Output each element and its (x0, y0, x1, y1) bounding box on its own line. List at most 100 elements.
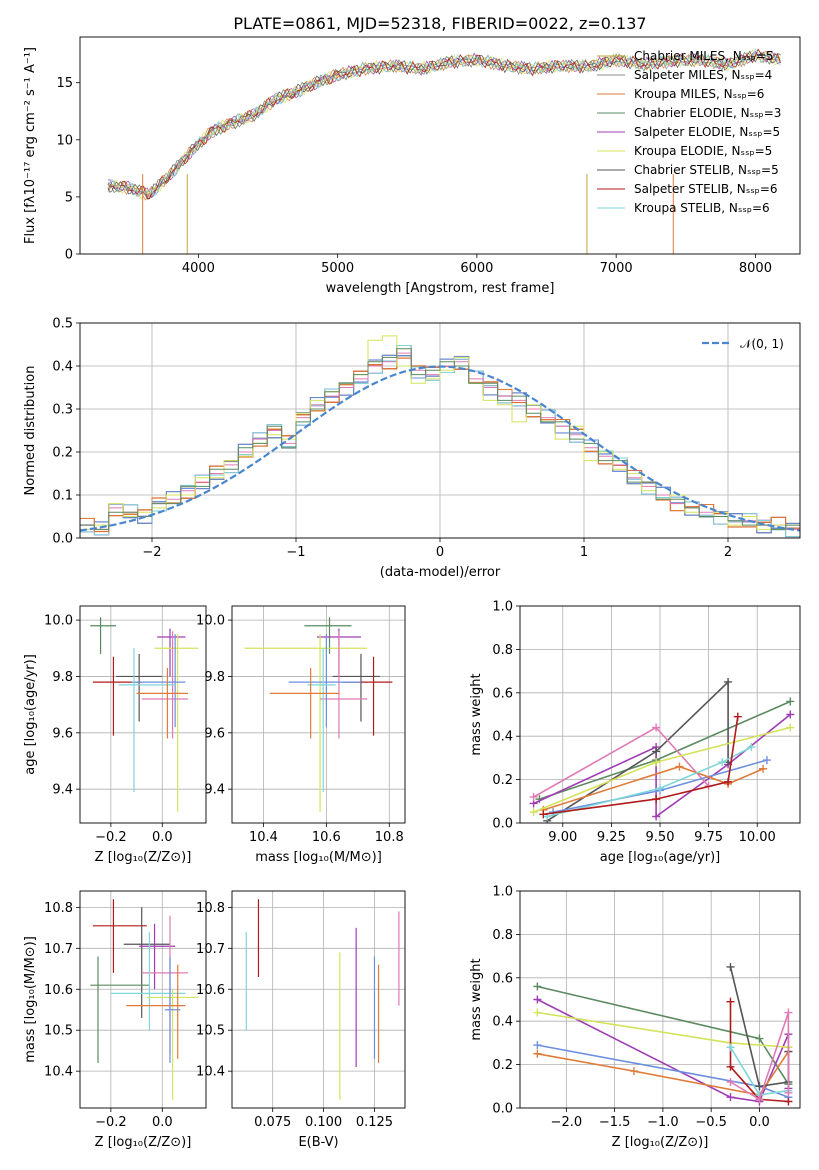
x-tick-label: 10.8 (375, 830, 404, 845)
weight-series-line (543, 765, 764, 811)
y-tick-label: 0.2 (492, 773, 513, 788)
x-tick-label: 4000 (182, 261, 215, 276)
x-axis-label: Z [log₁₀(Z/Z⊙)] (95, 850, 192, 865)
weight-point-marker (533, 995, 542, 1004)
weight-point-marker (629, 1067, 638, 1076)
weight-point-marker (755, 1095, 764, 1104)
spectrum-series-line (107, 50, 781, 200)
y-tick-label: 9.8 (204, 670, 225, 685)
y-tick-label: 0 (65, 248, 73, 263)
y-tick-label: 10.6 (196, 983, 225, 998)
spectrum-frame (79, 36, 801, 255)
y-tick-label: 0.2 (52, 446, 73, 461)
weight-point-marker (784, 1097, 793, 1106)
y-axis-label: mass [log₁₀(M/M⊙)] (23, 936, 38, 1063)
x-tick-label: 0.125 (356, 1115, 393, 1130)
weight-point-marker (786, 710, 795, 719)
x-tick-label: −1.0 (647, 1115, 679, 1130)
residuals-panel: −2 −1 0 1 2 0.0 0.1 0.2 0.3 0.4 0.5 (data-model)/er… (23, 317, 801, 580)
weight-point-marker (652, 812, 661, 821)
y-tick-label: 0.2 (492, 1058, 513, 1073)
weight-point-marker (652, 795, 661, 804)
x-tick-label: 0.0 (152, 1115, 173, 1130)
y-tick-label: 0.6 (492, 686, 513, 701)
mass_vs_Z-panel: −0.2 0.0 10.4 10.5 10.6 10.7 10.8 Z [log₁₀(Z/Z⊙… (23, 890, 207, 1150)
weight-point-marker (733, 712, 742, 721)
x-tick-label: 0.0 (749, 1115, 770, 1130)
x-tick-label: 10.4 (249, 830, 278, 845)
y-tick-label: 10.7 (44, 942, 73, 957)
y-tick-label: 0.1 (52, 489, 73, 504)
age_vs_Z-marks (90, 617, 199, 812)
weight-point-marker (652, 758, 661, 767)
legend-entry: Salpeter STELIB, Nₛₛₚ=6 (634, 182, 778, 196)
weight-series-line (543, 716, 739, 816)
y-tick-label: 0.4 (52, 360, 73, 375)
age_vs_mass-panel: 10.4 10.6 10.8 9.4 9.6 9.8 10.0 mass [log₁₀(M/M… (196, 605, 406, 865)
weight-point-marker (762, 756, 771, 765)
weight-series-line (537, 1051, 790, 1096)
weight-point-marker (539, 810, 548, 819)
y-tick-label: 10.7 (196, 942, 225, 957)
x-tick-label: −0.2 (95, 830, 127, 845)
histogram-series (80, 348, 800, 538)
mass_vs_Z-marks (90, 899, 199, 1100)
x-axis-label: wavelength [Angstrom, rest frame] (326, 281, 555, 296)
x-tick-label: 0 (436, 545, 444, 560)
x-axis-label: mass [log₁₀(M/M⊙)] (255, 850, 382, 865)
x-tick-label: 9.25 (597, 830, 626, 845)
y-axis-label: mass weight (469, 673, 484, 755)
y-tick-label: 10.4 (44, 1065, 73, 1080)
y-tick-label: 1.0 (492, 885, 513, 900)
x-tick-label: 9.50 (646, 830, 675, 845)
y-tick-label: 10.8 (44, 901, 73, 916)
weight-point-marker (533, 982, 542, 991)
weight_vs_Z-panel: −2.0 −1.5 −1.0 −0.5 0.0 0.0 0.2 0.4 0.6 0.8 1.0 Z [… (469, 885, 801, 1150)
weight_vs_Z-frame (519, 890, 801, 1109)
spectrum-series-line (107, 48, 781, 198)
x-tick-label: −1.5 (599, 1115, 631, 1130)
y-tick-label: 10.0 (44, 614, 73, 629)
y-tick-label: 9.6 (52, 726, 73, 741)
weight-point-marker (726, 1062, 735, 1071)
y-tick-label: 0.6 (492, 971, 513, 986)
weight-point-marker (747, 743, 756, 752)
spectrum-legend: Chabrier MILES, Nₛₛₚ=5 Salpeter MILES, Nₛ… (597, 49, 781, 215)
legend-entry: Chabrier MILES, Nₛₛₚ=5 (634, 49, 774, 63)
x-tick-label: 0.0 (152, 830, 173, 845)
y-tick-label: 0.4 (492, 1015, 513, 1030)
spectrum-series-line (107, 50, 781, 199)
x-tick-label: −0.5 (695, 1115, 727, 1130)
x-tick-label: 8000 (739, 261, 772, 276)
mass_vs_EBV-plot-area (232, 891, 405, 1108)
normal-reference-curve (80, 365, 800, 532)
x-tick-label: 0.075 (254, 1115, 291, 1130)
weight-series-line (546, 680, 729, 822)
y-tick-label: 5 (65, 190, 73, 205)
y-tick-label: 10.5 (44, 1024, 73, 1039)
weight-point-marker (724, 777, 733, 786)
y-tick-label: 0.4 (492, 730, 513, 745)
y-tick-label: 1.0 (492, 600, 513, 615)
mass_vs_EBV-marks (245, 899, 400, 1100)
legend-entry: Salpeter MILES, Nₛₛₚ=4 (634, 68, 772, 82)
mass_vs_Z-frame (79, 890, 207, 1109)
y-tick-label: 0.5 (52, 317, 73, 332)
y-axis-label: Flux [fλ10⁻¹⁷ erg cm⁻² s⁻¹ A⁻¹] (23, 47, 38, 244)
y-tick-label: 0.0 (492, 1102, 513, 1117)
weight_vs_age-marks (529, 677, 795, 823)
x-tick-label: −1 (286, 545, 305, 560)
figure-title: PLATE=0861, MJD=52318, FIBERID=0022, z=0… (233, 14, 646, 33)
residuals-marks (80, 335, 800, 538)
age_vs_mass-plot-area (232, 606, 405, 823)
y-tick-label: 10.8 (196, 901, 225, 916)
age_vs_mass-frame (231, 605, 406, 824)
weight_vs_age-frame (519, 605, 801, 824)
y-tick-label: 10 (56, 133, 73, 148)
weight-point-marker (529, 808, 538, 817)
x-tick-label: 0.100 (305, 1115, 342, 1130)
spectrum-panel: 4000 5000 6000 7000 8000 0 5 10 15 wavelength [An… (23, 36, 801, 296)
mass_vs_Z-plot-area (80, 891, 206, 1108)
legend-entry: Kroupa STELIB, Nₛₛₚ=6 (634, 201, 770, 215)
